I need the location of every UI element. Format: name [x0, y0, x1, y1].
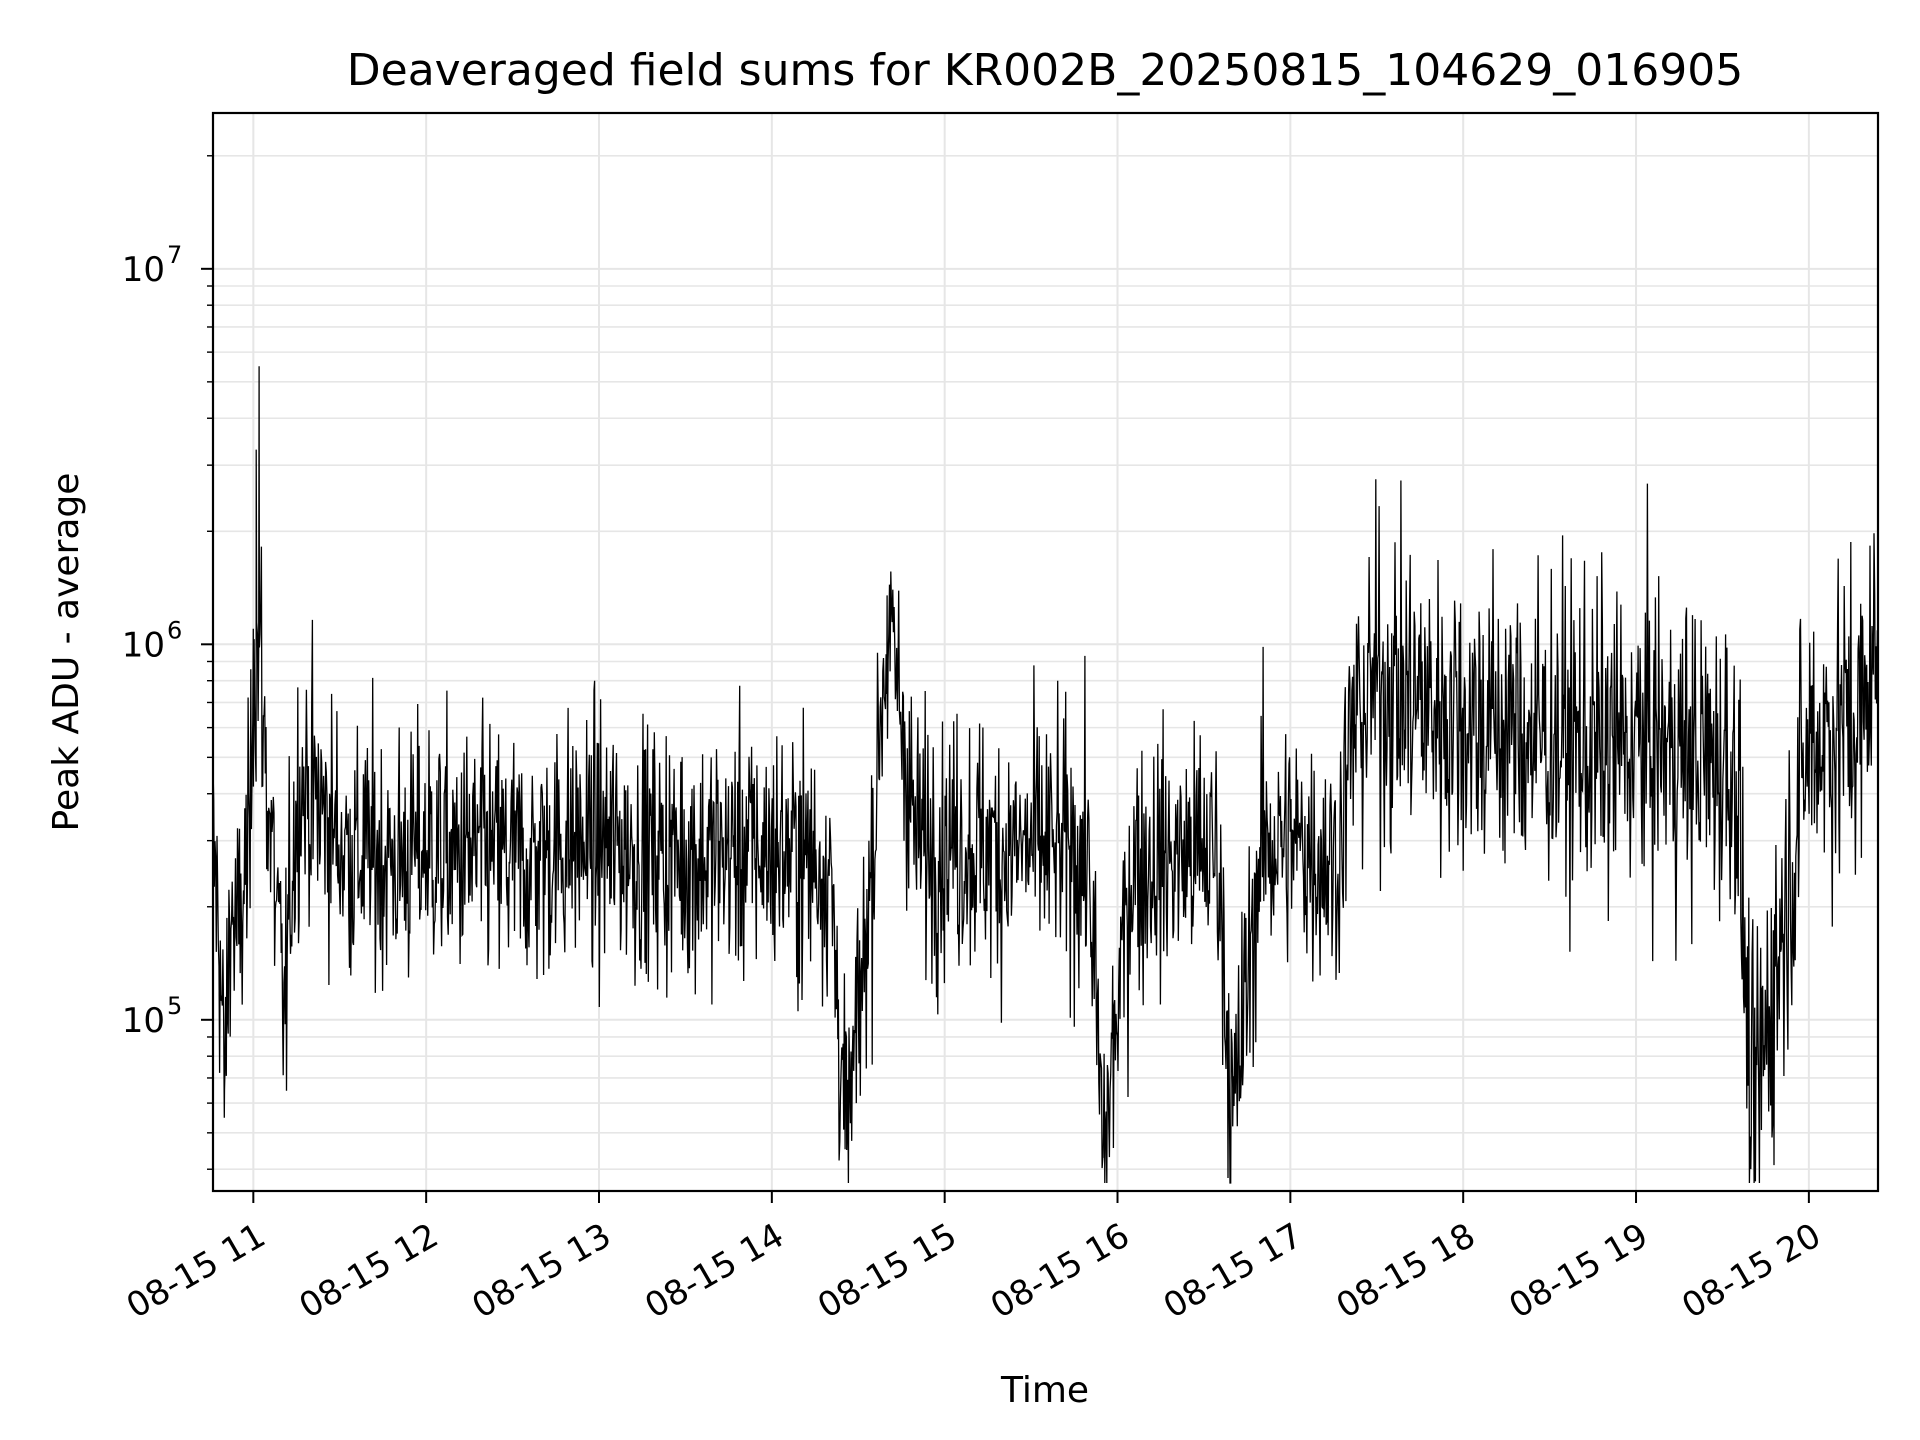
chart-title: Deaveraged field sums for KR002B_2025081…	[347, 45, 1743, 96]
x-tick-label: 08-15 16	[984, 1216, 1136, 1327]
x-tick-label: 08-15 17	[1157, 1216, 1309, 1327]
x-tick-label: 08-15 19	[1503, 1216, 1655, 1327]
y-tick-label: 10	[122, 250, 165, 290]
plot-frame	[211, 111, 1880, 1193]
y-tick-label: 10	[122, 1001, 165, 1041]
x-tick-label: 08-15 20	[1675, 1216, 1827, 1327]
data-series-line	[212, 366, 1879, 1184]
y-axis-label: Peak ADU - average	[46, 473, 87, 832]
y-tick-label-exponent: 6	[167, 616, 182, 644]
plot-area	[212, 366, 1879, 1184]
x-tick-label: 08-15 13	[466, 1216, 618, 1327]
x-tick-label: 08-15 11	[120, 1216, 272, 1327]
x-axis-label: Time	[1000, 1370, 1089, 1411]
y-tick-label-exponent: 7	[167, 241, 182, 269]
x-tick-label: 08-15 15	[811, 1216, 963, 1327]
y-tick-label: 10	[122, 625, 165, 665]
x-tick-label: 08-15 18	[1330, 1216, 1482, 1327]
grid	[213, 113, 1878, 1191]
x-tick-label: 08-15 12	[293, 1216, 445, 1327]
x-tick-label: 08-15 14	[638, 1216, 790, 1327]
y-tick-label-exponent: 5	[167, 992, 182, 1020]
